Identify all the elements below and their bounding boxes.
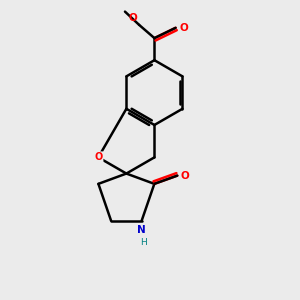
Text: O: O: [129, 13, 138, 22]
Text: O: O: [180, 171, 189, 181]
Text: H: H: [140, 238, 146, 247]
Text: O: O: [179, 23, 188, 33]
Text: N: N: [137, 225, 146, 235]
Text: O: O: [94, 152, 102, 162]
